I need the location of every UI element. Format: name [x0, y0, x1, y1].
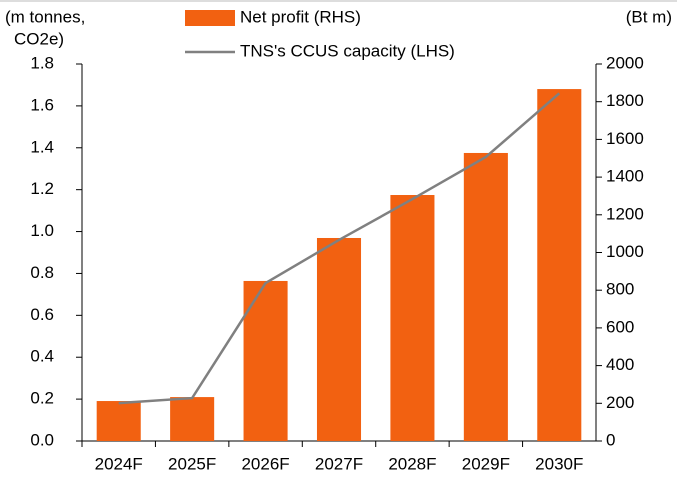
y2-tick-label: 600 — [606, 317, 634, 336]
y-tick-label: 1.4 — [30, 137, 54, 156]
legend-label: TNS's CCUS capacity (LHS) — [240, 41, 455, 60]
y2-tick-label: 400 — [606, 355, 634, 374]
y-tick-label: 1.2 — [30, 179, 54, 198]
x-tick-label: 2030F — [535, 454, 583, 473]
y2-tick-label: 1200 — [606, 204, 644, 223]
y2-tick-label: 800 — [606, 280, 634, 299]
legend-swatch — [185, 10, 235, 26]
x-tick-label: 2029F — [462, 454, 510, 473]
y-tick-label: 1.6 — [30, 95, 54, 114]
x-tick-label: 2028F — [388, 454, 436, 473]
legend-label: Net profit (RHS) — [240, 7, 361, 26]
x-tick-label: 2025F — [168, 454, 216, 473]
y-axis-label: CO2e) — [14, 29, 64, 48]
y2-tick-label: 1000 — [606, 242, 644, 261]
y-tick-label: 0.0 — [30, 430, 54, 449]
y2-tick-label: 1800 — [606, 91, 644, 110]
bar — [170, 397, 215, 441]
y2-tick-label: 1400 — [606, 167, 644, 186]
y-tick-label: 0.6 — [30, 305, 54, 324]
y-tick-label: 0.4 — [30, 347, 54, 366]
x-tick-label: 2027F — [315, 454, 363, 473]
y2-axis-label: (Bt m) — [626, 7, 672, 26]
line — [118, 92, 561, 405]
y-tick-label: 0.2 — [30, 389, 54, 408]
bar — [96, 401, 141, 441]
y2-tick-label: 0 — [606, 430, 615, 449]
y-axis-label: (m tonnes, — [5, 7, 85, 26]
bar — [463, 152, 508, 442]
bar — [390, 195, 435, 441]
y-tick-label: 1.8 — [30, 53, 54, 72]
y2-tick-label: 1600 — [606, 129, 644, 148]
y-tick-label: 1.0 — [30, 221, 54, 240]
y2-tick-label: 2000 — [606, 53, 644, 72]
bar — [537, 89, 582, 442]
x-tick-label: 2026F — [241, 454, 289, 473]
bar — [316, 237, 362, 441]
x-tick-label: 2024F — [95, 454, 143, 473]
y2-tick-label: 200 — [606, 393, 634, 412]
y-tick-label: 0.8 — [30, 263, 54, 282]
